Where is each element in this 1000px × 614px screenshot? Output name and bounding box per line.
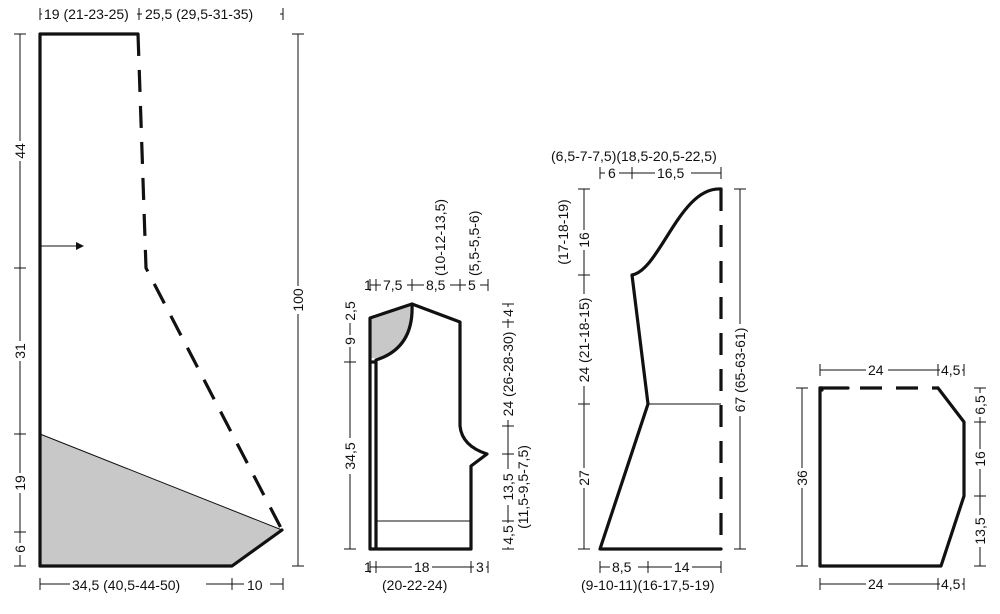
p3-bottom-8-5: 8,5 [612,559,632,575]
arrow-head-icon [76,242,84,250]
p3-top-16-5: 16,5 [657,165,684,181]
p2-left-2-5: 2,5 [342,301,358,321]
p1-bottom-right-label: 10 [247,577,263,593]
p2-bottom-sizes: (20-22-24) [382,577,447,593]
p3-bottom-14: 14 [674,559,690,575]
piece3-outline [598,187,723,551]
piece1-diagonal [39,433,283,531]
piece-sleeve: (6,5-7-7,5)(18,5-20,5-22,5) 6 16,5 16 (1… [551,148,749,593]
p2-top-8-5-sizes: (10-12-13,5) [432,199,448,276]
p2-top-1: 1 [364,277,372,293]
p2-right-13-5: 13,5 [500,473,516,500]
p2-bottom-3: 3 [476,559,484,575]
piece1-dashed-edge [136,33,284,531]
p2-right-4: 4 [500,309,516,317]
p3-left-16: 16 [576,232,592,248]
p1-side-44: 44 [12,143,28,159]
p4-bottom-4-5: 4,5 [941,576,961,592]
p2-right-13-5-sizes: (11,5-9,5-7,5) [515,445,531,529]
gray-shoulder-area [370,304,413,358]
p3-top-sizes: (6,5-7-7,5)(18,5-20,5-22,5) [551,148,717,164]
piece4-solid-outline [818,386,966,568]
piece-front-panel: 19 (21-23-25) 25,5 (29,5-31-35) 44 31 19… [12,5,307,593]
p3-left-27: 27 [576,470,592,486]
p4-top-24: 24 [868,362,884,378]
p2-left-9: 9 [342,337,358,345]
p1-side-19: 19 [12,475,28,491]
p1-side-31: 31 [12,343,28,359]
p4-right-16: 16 [972,451,988,467]
p2-top-5: 5 [468,277,476,293]
piece1-solid-outline [38,32,284,568]
p1-side-6: 6 [12,545,28,553]
p3-left-16-sizes: (17-18-19) [555,199,571,264]
p4-bottom-24: 24 [868,576,884,592]
p3-bottom-sizes: (9-10-11)(16-17,5-19) [581,577,715,593]
p2-bottom-18: 18 [414,559,430,575]
piece-collar: 24 4,5 36 6,5 16 13,5 [794,362,989,593]
piece-back: 1 7,5 8,5 5 (10-12-13,5) (5,5-5,5-6) 2,5… [342,199,531,593]
p2-left-34-5: 34,5 [342,442,358,469]
p2-top-5-sizes: (5,5-5,5-6) [466,211,482,276]
p2-right-4-5: 4,5 [500,525,516,545]
p1-top-right-label: 25,5 (29,5-31-35) [145,6,253,22]
piece2-outline [368,302,489,551]
p1-top-left-label: 19 (21-23-25) [44,6,129,22]
p2-top-8-5: 8,5 [426,277,446,293]
p4-top-4-5: 4,5 [941,362,961,378]
p4-right-6-5: 6,5 [972,395,988,415]
p3-right-67: 67 (65-63-61) [732,328,748,413]
p2-top-7-5: 7,5 [383,277,403,293]
p3-top-6: 6 [608,165,616,181]
p2-bottom-1: 1 [364,559,372,575]
p4-right-13-5: 13,5 [972,517,988,544]
p3-left-24: 24 (21-18-15) [576,298,592,383]
p2-right-24: 24 (26-28-30) [500,332,516,417]
p4-left-36: 36 [794,470,810,486]
gray-shaded-triangle [40,434,282,566]
p1-bottom-left-label: 34,5 (40,5-44-50) [72,577,180,593]
p1-height-100: 100 [290,288,306,312]
